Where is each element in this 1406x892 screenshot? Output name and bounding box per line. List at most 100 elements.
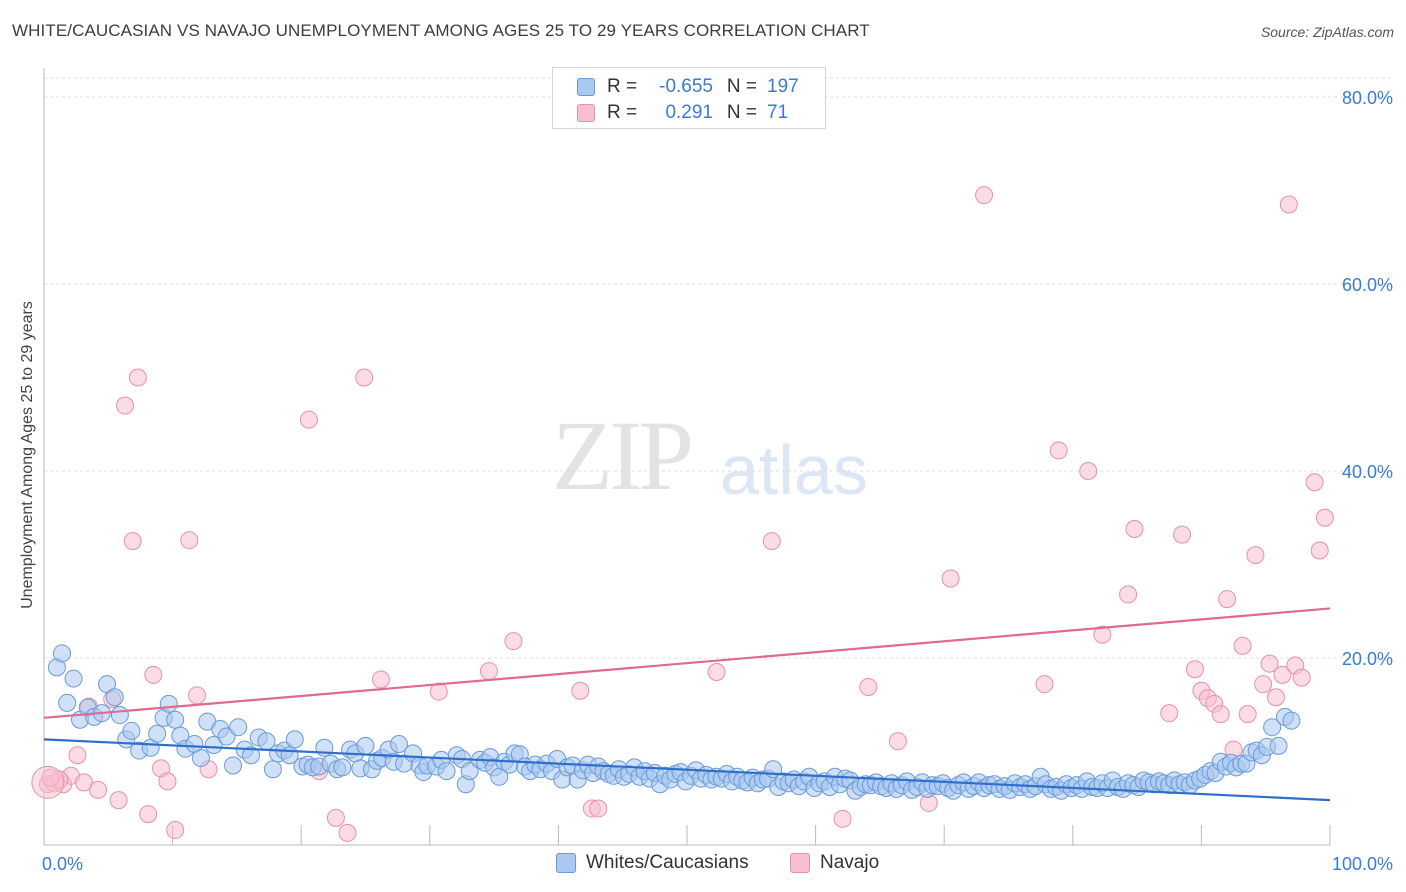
- y-tick-label: 60.0%: [1342, 275, 1393, 295]
- whites-point: [1263, 718, 1282, 737]
- whites-point: [122, 721, 141, 740]
- navajo-point: [180, 531, 199, 550]
- navajo-point: [941, 569, 960, 588]
- navajo-point: [123, 532, 142, 551]
- navajo-point: [355, 368, 374, 387]
- x-tick-label: 100.0%: [1332, 854, 1393, 874]
- navajo-point: [139, 805, 158, 824]
- whites-point: [263, 760, 282, 779]
- navajo-point: [1160, 704, 1179, 723]
- navajo-point: [479, 662, 498, 681]
- legend-n-value: 71: [767, 102, 789, 123]
- legend-r-label: R =: [607, 76, 638, 97]
- navajo-point: [762, 532, 781, 551]
- navajo-point: [68, 746, 87, 765]
- navajo-point: [1260, 654, 1279, 673]
- navajo-point: [1279, 195, 1298, 214]
- navajo-point: [1254, 675, 1273, 694]
- correlation-legend: R = -0.655 N = 197 R = 0.291 N = 71: [552, 67, 826, 129]
- navajo-point: [166, 821, 185, 840]
- navajo-point: [188, 686, 207, 705]
- whites-point: [356, 736, 375, 755]
- legend-swatch-whites: [556, 853, 576, 873]
- navajo-point: [707, 663, 726, 682]
- whites-point: [58, 693, 77, 712]
- whites-point: [110, 706, 129, 725]
- navajo-point: [571, 681, 590, 700]
- whites-point: [1282, 711, 1301, 730]
- navajo-point: [589, 799, 608, 818]
- navajo-point: [1125, 519, 1144, 538]
- legend-label-whites: Whites/Caucasians: [586, 852, 749, 873]
- whites-trendline: [43, 738, 1331, 802]
- navajo-trendline: [43, 607, 1331, 719]
- navajo-point: [1211, 705, 1230, 724]
- navajo-point: [109, 791, 128, 810]
- chart-title: WHITE/CAUCASIAN VS NAVAJO UNEMPLOYMENT A…: [12, 21, 870, 40]
- legend-r-value: 0.291: [665, 102, 713, 123]
- whites-point: [166, 710, 185, 729]
- navajo-point: [888, 732, 907, 751]
- legend-swatch-whites: [577, 78, 595, 96]
- navajo-point: [859, 677, 878, 696]
- navajo-point: [89, 780, 108, 799]
- whites-point: [285, 730, 304, 749]
- navajo-point: [1173, 525, 1192, 544]
- legend-r-label: R =: [607, 102, 638, 123]
- navajo-point: [371, 670, 390, 689]
- navajo-point: [116, 396, 135, 415]
- legend-n-value: 197: [767, 76, 799, 97]
- navajo-point: [74, 773, 93, 792]
- whites-point: [229, 718, 248, 737]
- legend-n-label: N =: [726, 102, 757, 123]
- y-tick-label: 20.0%: [1342, 649, 1393, 669]
- x-tick-label: 0.0%: [42, 854, 83, 874]
- navajo-point: [1233, 636, 1252, 655]
- navajo-point: [833, 809, 852, 828]
- legend-row-whites: R = -0.655 N = 197: [577, 75, 811, 99]
- y-tick-label: 40.0%: [1342, 462, 1393, 482]
- legend-item-whites[interactable]: Whites/Caucasians: [556, 852, 749, 874]
- navajo-point: [128, 368, 147, 387]
- whites-point: [53, 644, 72, 663]
- navajo-point: [1119, 585, 1138, 604]
- navajo-point: [338, 823, 357, 842]
- legend-label-navajo: Navajo: [820, 852, 880, 873]
- whites-point: [224, 756, 243, 775]
- whites-point: [460, 762, 479, 781]
- whites-point: [105, 688, 124, 707]
- legend-row-navajo: R = 0.291 N = 71: [577, 101, 811, 125]
- legend-swatch-navajo: [577, 104, 595, 122]
- navajo-point: [1218, 590, 1237, 609]
- whites-point: [437, 762, 456, 781]
- series-legend: Whites/Caucasians Navajo: [0, 852, 1406, 876]
- navajo-point: [144, 665, 163, 684]
- navajo-point: [504, 632, 523, 651]
- whites-point: [1269, 736, 1288, 755]
- navajo-point: [1035, 675, 1054, 694]
- navajo-point: [1093, 625, 1112, 644]
- whites-point: [333, 758, 352, 777]
- source-credit: Source: ZipAtlas.com: [1260, 24, 1394, 40]
- whites-point: [191, 749, 210, 768]
- navajo-point: [299, 410, 318, 429]
- whites-point: [64, 669, 83, 688]
- navajo-point: [1315, 508, 1334, 527]
- navajo-point: [1273, 665, 1292, 684]
- navajo-point: [1238, 705, 1257, 724]
- navajo-point: [158, 772, 177, 791]
- navajo-point: [1266, 688, 1285, 707]
- navajo-point: [1246, 546, 1265, 565]
- legend-item-navajo[interactable]: Navajo: [790, 852, 879, 874]
- whites-point: [159, 694, 178, 713]
- navajo-point: [1310, 541, 1329, 560]
- watermark-zip: ZIP: [552, 400, 694, 511]
- navajo-point: [1292, 668, 1311, 687]
- navajo-point-large: [31, 765, 65, 799]
- navajo-point: [326, 808, 345, 827]
- whites-point: [204, 735, 223, 754]
- navajo-point: [1305, 473, 1324, 492]
- legend-n-label: N =: [726, 76, 757, 97]
- y-tick-label: 80.0%: [1342, 88, 1393, 108]
